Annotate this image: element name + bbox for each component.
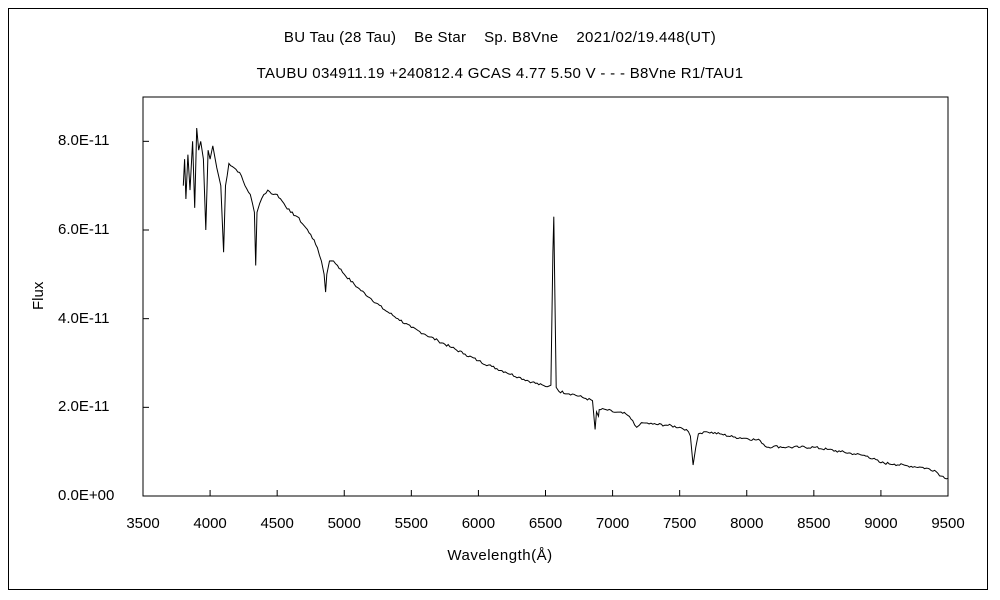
x-tick-label: 4000: [193, 515, 227, 532]
x-tick-label: 8000: [730, 515, 764, 532]
x-tick-label: 6000: [461, 515, 496, 532]
x-tick-label: 7500: [662, 515, 697, 532]
x-tick-label: 3500: [126, 515, 160, 532]
y-tick-label: 2.0E-11: [58, 398, 110, 416]
x-tick-label: 6500: [528, 515, 563, 532]
chart-subtitle: TAUBU 034911.19 +240812.4 GCAS 4.77 5.50…: [256, 65, 744, 82]
chart-frame: [8, 8, 988, 590]
y-tick-label: 4.0E-11: [58, 309, 110, 327]
plot-area: [142, 96, 949, 497]
y-axis-label: Flux: [30, 281, 47, 310]
x-tick-label: 9000: [864, 515, 898, 532]
x-tick-label: 5500: [394, 515, 429, 532]
y-tick-label: 6.0E-11: [58, 221, 110, 238]
x-tick-label: 8500: [797, 515, 831, 532]
x-tick-label: 4500: [260, 515, 294, 532]
chart-title: BU Tau (28 Tau) Be Star Sp. B8Vne 2021/0…: [283, 29, 717, 46]
spectrum-line: [182, 127, 949, 480]
x-tick-label: 5000: [327, 515, 361, 532]
x-tick-label: 7000: [595, 515, 630, 532]
y-tick-label: 0.0E+00: [58, 487, 115, 504]
x-axis-label: Wavelength(Å): [447, 547, 553, 564]
x-tick-label: 9500: [931, 515, 965, 532]
y-tick-label: 8.0E-11: [58, 132, 110, 150]
